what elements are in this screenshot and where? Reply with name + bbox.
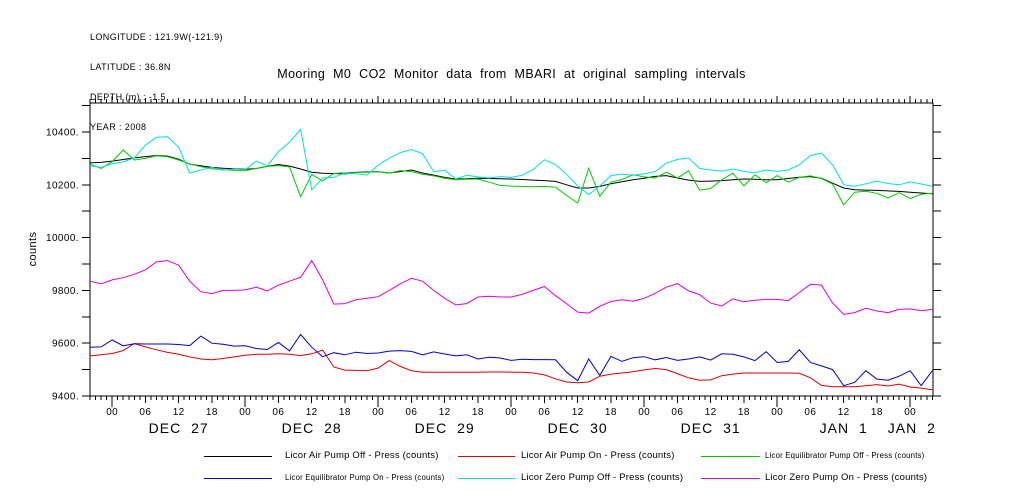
hour-label: 00	[771, 407, 783, 418]
series-line-licor-air-pump-off-press-counts	[89, 154, 933, 195]
hour-label: 06	[671, 407, 683, 418]
hour-label: 12	[572, 407, 584, 418]
info-year: YEAR : 2008	[90, 122, 147, 132]
hour-label: 18	[472, 407, 484, 418]
hour-label: 18	[871, 407, 883, 418]
day-label: DEC 29	[415, 420, 475, 436]
series-line-licor-air-pump-on-press-counts	[89, 342, 933, 391]
hour-label: 00	[505, 407, 517, 418]
series-line-licor-equilibrator-pump-on-press-counts	[89, 333, 933, 387]
hour-label: 12	[306, 407, 318, 418]
y-tick-label: 9400.	[52, 392, 79, 403]
day-label: DEC 31	[681, 420, 741, 436]
hour-label: 00	[239, 407, 251, 418]
y-tick-label: 9800.	[52, 286, 79, 297]
hour-label: 12	[439, 407, 451, 418]
hour-label: 18	[738, 407, 750, 418]
hour-label: 18	[206, 407, 218, 418]
x-axis-ticks	[89, 96, 933, 407]
info-longitude: LONGITUDE : 121.9W(-121.9)	[90, 32, 223, 42]
hour-label: 12	[838, 407, 850, 418]
header-info-block: LONGITUDE : 121.9W(-121.9) LATITUDE : 36…	[90, 12, 223, 152]
day-label: DEC 27	[149, 420, 209, 436]
hour-label: 18	[605, 407, 617, 418]
hour-label: 18	[339, 407, 351, 418]
hour-label: 00	[904, 407, 916, 418]
series-line-licor-equilibrator-pump-off-press-counts	[89, 149, 933, 206]
hour-label: 12	[705, 407, 717, 418]
y-tick-label: 10000.	[46, 233, 79, 244]
y-tick-label: 9600.	[52, 339, 79, 350]
y-tick-label: 10200.	[46, 180, 79, 191]
y-axis-ticks	[82, 105, 941, 397]
hour-label: 00	[372, 407, 384, 418]
x-axis-day-labels: DEC 27 DEC 28 DEC 29 DEC 30 DEC 31 JAN 1 JAN 2	[149, 420, 936, 436]
day-label: JAN 2	[888, 420, 936, 436]
hour-label: 00	[106, 407, 118, 418]
day-label: DEC 30	[548, 420, 608, 436]
y-axis-title: counts	[27, 231, 39, 266]
day-label: DEC 28	[282, 420, 342, 436]
hour-label: 06	[804, 407, 816, 418]
series-line-licor-zero-pump-on-press-counts	[89, 259, 933, 315]
y-axis-tick-labels: 9400. 9600. 9800. 10000. 10200. 10400.	[46, 128, 79, 403]
y-tick-label: 10400.	[46, 128, 79, 139]
hour-label: 06	[538, 407, 550, 418]
hour-label: 06	[405, 407, 417, 418]
info-latitude: LATITUDE : 36.8N	[90, 62, 171, 72]
plot-title: Mooring M0 CO2 Monitor data from MBARI a…	[277, 67, 746, 81]
hour-label: 06	[272, 407, 284, 418]
hour-label: 00	[638, 407, 650, 418]
hour-label: 06	[139, 407, 151, 418]
day-label: JAN 1	[820, 420, 868, 436]
plot-frame	[89, 102, 934, 397]
info-depth: DEPTH (m) : -1.5	[90, 92, 166, 102]
series-line-licor-zero-pump-off-press-counts	[89, 128, 933, 196]
x-axis-hour-labels: 00 06 12 18 00 06 12 18 00 06 12 18 00 06 12 18 00 06 12 18…	[106, 407, 916, 418]
hour-label: 12	[173, 407, 185, 418]
